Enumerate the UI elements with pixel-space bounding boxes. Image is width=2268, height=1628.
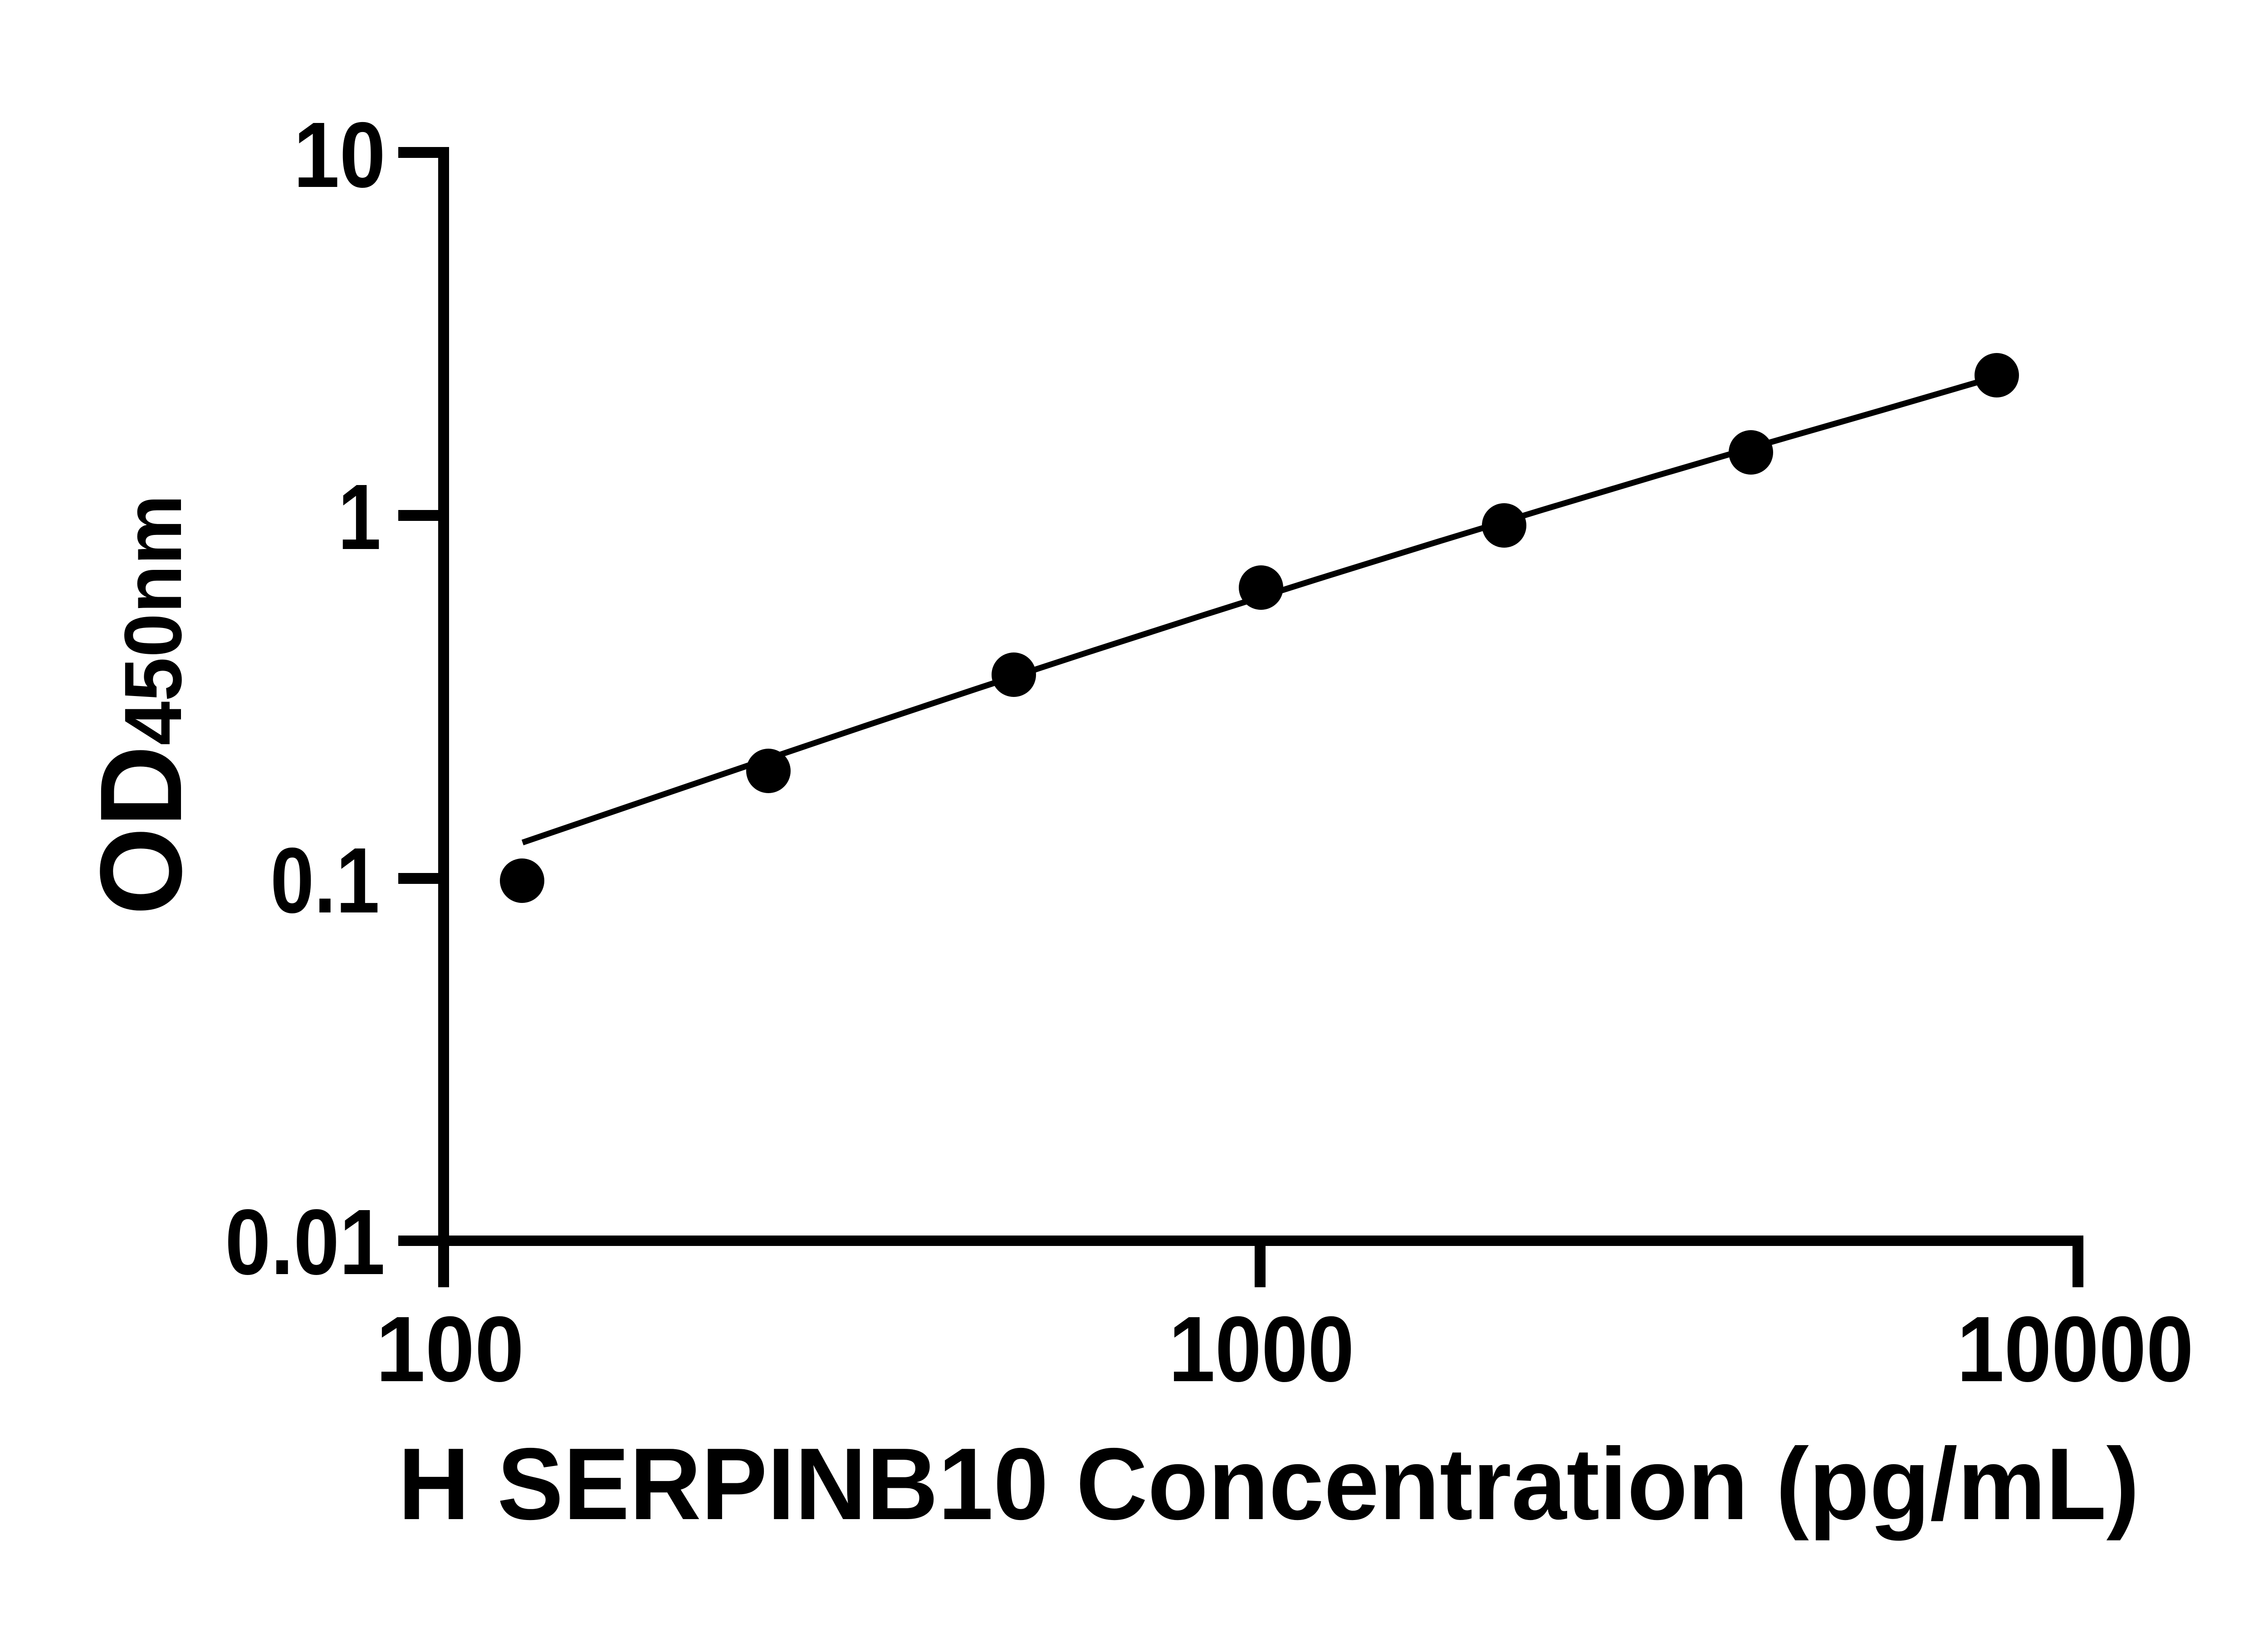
svg-text:10000: 10000 bbox=[1957, 1297, 2194, 1401]
svg-text:H SERPINB10 Concentration (pg/: H SERPINB10 Concentration (pg/mL) bbox=[398, 1427, 2140, 1541]
svg-text:1000: 1000 bbox=[1169, 1297, 1354, 1401]
svg-text:10: 10 bbox=[293, 103, 386, 207]
svg-text:0.1: 0.1 bbox=[270, 829, 380, 932]
svg-text:1: 1 bbox=[338, 465, 381, 569]
svg-text:0.01: 0.01 bbox=[225, 1190, 385, 1294]
svg-text:100: 100 bbox=[376, 1297, 524, 1401]
